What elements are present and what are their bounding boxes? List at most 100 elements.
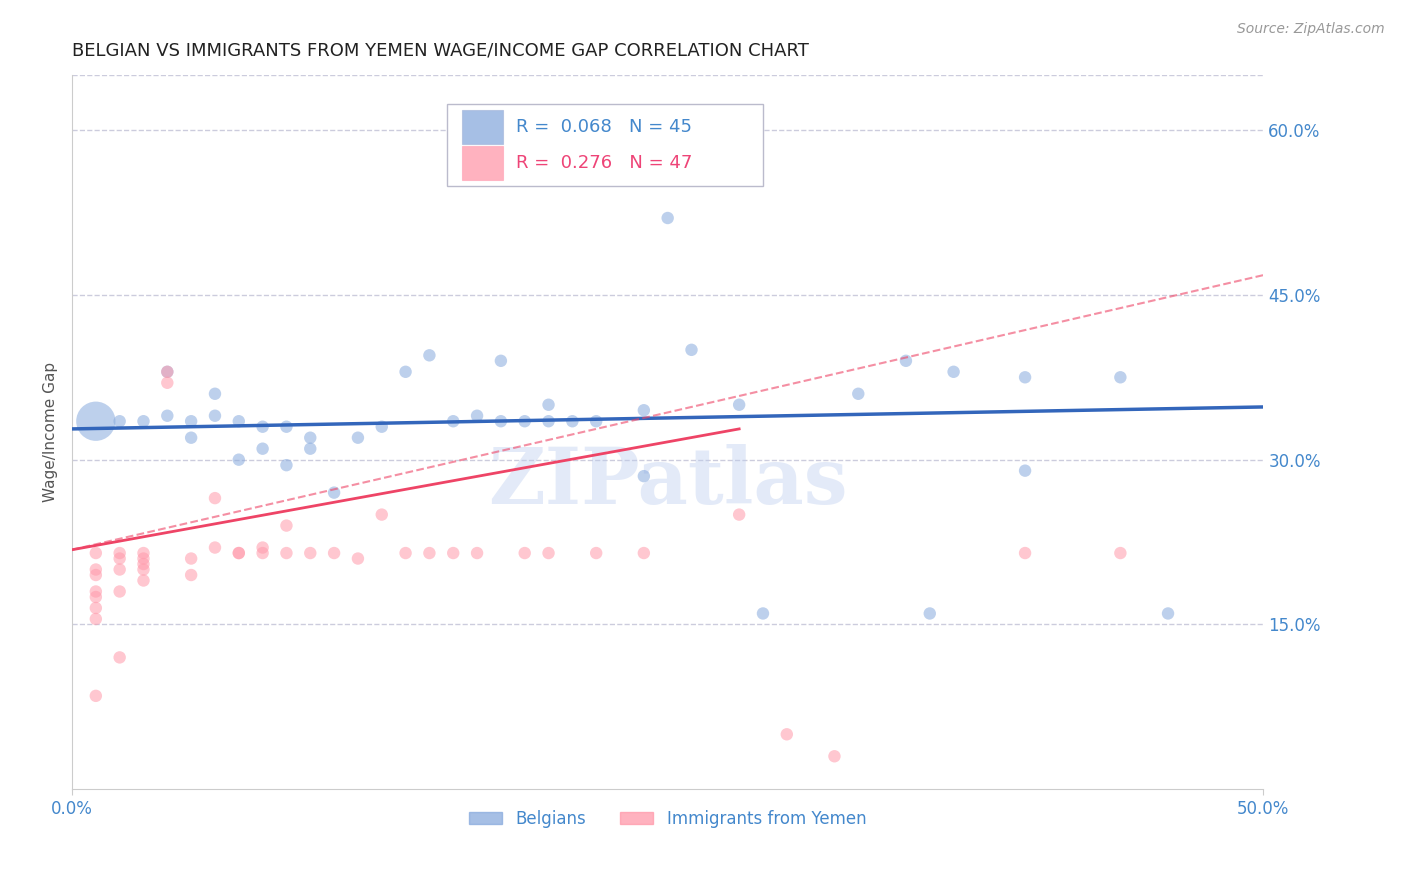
Point xyxy=(418,348,440,362)
Point xyxy=(347,431,370,445)
Point xyxy=(347,551,370,566)
Point xyxy=(132,574,155,588)
Point xyxy=(84,546,107,560)
FancyBboxPatch shape xyxy=(447,103,763,186)
Point xyxy=(108,551,131,566)
Point xyxy=(752,607,775,621)
Point xyxy=(323,485,346,500)
Point xyxy=(276,518,298,533)
Point xyxy=(441,414,464,428)
Point xyxy=(276,419,298,434)
Point xyxy=(252,442,274,456)
Point xyxy=(276,458,298,472)
Point xyxy=(681,343,703,357)
Point xyxy=(132,414,155,428)
Point xyxy=(299,442,322,456)
Y-axis label: Wage/Income Gap: Wage/Income Gap xyxy=(44,362,58,502)
Point xyxy=(132,551,155,566)
Point xyxy=(894,353,917,368)
Point xyxy=(228,452,250,467)
Point xyxy=(633,469,655,483)
Point xyxy=(513,546,536,560)
Point xyxy=(132,562,155,576)
FancyBboxPatch shape xyxy=(461,146,503,180)
Point xyxy=(132,557,155,571)
Point xyxy=(228,414,250,428)
Point xyxy=(537,546,560,560)
Point xyxy=(180,568,202,582)
Point xyxy=(252,546,274,560)
Point xyxy=(84,562,107,576)
Point xyxy=(537,398,560,412)
Point xyxy=(1014,464,1036,478)
Point xyxy=(84,414,107,428)
Point xyxy=(108,562,131,576)
Point xyxy=(394,365,416,379)
Point xyxy=(84,568,107,582)
Point xyxy=(728,398,751,412)
Point xyxy=(1014,370,1036,384)
Point xyxy=(252,541,274,555)
Point xyxy=(156,365,179,379)
Point xyxy=(823,749,845,764)
Point xyxy=(204,541,226,555)
Point xyxy=(252,419,274,434)
Point xyxy=(84,584,107,599)
Point xyxy=(585,414,607,428)
Point xyxy=(299,431,322,445)
Point xyxy=(776,727,799,741)
Point xyxy=(633,403,655,417)
Point xyxy=(228,546,250,560)
Point xyxy=(371,419,394,434)
Point xyxy=(132,546,155,560)
Point xyxy=(108,414,131,428)
Point xyxy=(585,546,607,560)
Point xyxy=(846,386,869,401)
Point xyxy=(84,601,107,615)
Point xyxy=(156,376,179,390)
Point xyxy=(489,414,512,428)
Point xyxy=(1109,370,1132,384)
Point xyxy=(84,689,107,703)
Point xyxy=(418,546,440,560)
Point xyxy=(84,590,107,604)
Point xyxy=(156,365,179,379)
Point xyxy=(489,353,512,368)
Legend: Belgians, Immigrants from Yemen: Belgians, Immigrants from Yemen xyxy=(463,803,873,834)
Point xyxy=(156,409,179,423)
Point xyxy=(1014,546,1036,560)
Point xyxy=(299,546,322,560)
Text: Source: ZipAtlas.com: Source: ZipAtlas.com xyxy=(1237,22,1385,37)
Point xyxy=(441,546,464,560)
Point xyxy=(276,546,298,560)
Text: R =  0.068   N = 45: R = 0.068 N = 45 xyxy=(516,119,692,136)
Point xyxy=(633,546,655,560)
Point xyxy=(108,584,131,599)
Point xyxy=(371,508,394,522)
Point xyxy=(228,546,250,560)
Point xyxy=(1157,607,1180,621)
Point xyxy=(204,409,226,423)
Text: ZIPatlas: ZIPatlas xyxy=(488,444,848,520)
Point xyxy=(465,546,488,560)
Point xyxy=(323,546,346,560)
Point xyxy=(108,650,131,665)
Point xyxy=(728,508,751,522)
Text: BELGIAN VS IMMIGRANTS FROM YEMEN WAGE/INCOME GAP CORRELATION CHART: BELGIAN VS IMMIGRANTS FROM YEMEN WAGE/IN… xyxy=(72,42,808,60)
Point xyxy=(918,607,941,621)
Point xyxy=(513,414,536,428)
Point xyxy=(561,414,583,428)
Point xyxy=(180,551,202,566)
Point xyxy=(108,546,131,560)
Point xyxy=(465,409,488,423)
FancyBboxPatch shape xyxy=(461,111,503,145)
Text: R =  0.276   N = 47: R = 0.276 N = 47 xyxy=(516,154,693,172)
Point xyxy=(180,431,202,445)
Point xyxy=(537,414,560,428)
Point xyxy=(204,386,226,401)
Point xyxy=(1109,546,1132,560)
Point xyxy=(84,612,107,626)
Point xyxy=(942,365,965,379)
Point xyxy=(394,546,416,560)
Point xyxy=(180,414,202,428)
